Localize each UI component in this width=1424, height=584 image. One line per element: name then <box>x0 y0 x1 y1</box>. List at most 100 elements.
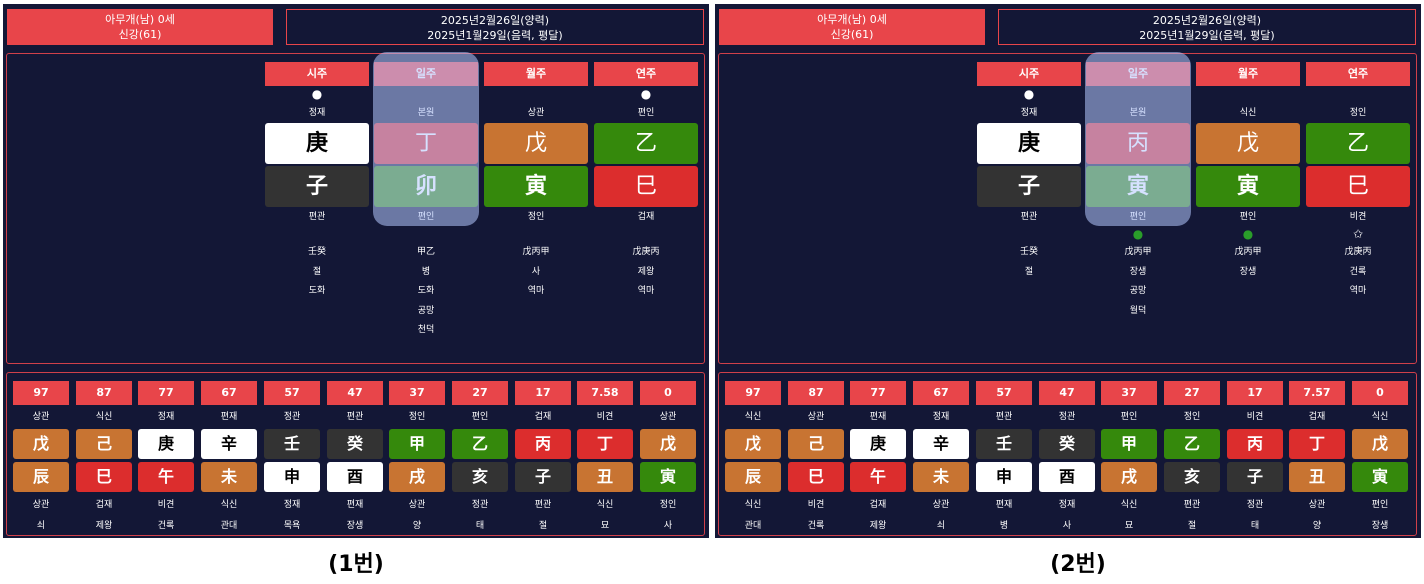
heavenly-stem[interactable]: 庚 <box>977 123 1081 164</box>
earthly-branch[interactable]: 寅 <box>484 166 588 207</box>
luck-stem[interactable]: 癸 <box>327 429 383 459</box>
luck-branch-god: 식신 <box>596 500 614 510</box>
heavenly-stem[interactable]: 庚 <box>265 123 369 164</box>
heavenly-stem[interactable]: 戊 <box>1196 123 1300 164</box>
pillar-header: 연주 <box>594 62 698 86</box>
luck-cycle-column[interactable]: 97 상관 戊辰 상관 쇠 <box>13 381 69 536</box>
luck-stem[interactable]: 丁 <box>577 429 633 459</box>
luck-cycle-column[interactable]: 57 편관 壬申 편재 병 <box>976 381 1032 536</box>
luck-branch[interactable]: 未 <box>201 462 257 492</box>
luck-stem[interactable]: 壬 <box>976 429 1032 459</box>
pillar-header: 월주 <box>1196 62 1300 86</box>
luck-stem[interactable]: 己 <box>76 429 132 459</box>
luck-cycle-column[interactable]: 87 식신 己巳 겁재 제왕 <box>76 381 132 536</box>
luck-branch[interactable]: 辰 <box>13 462 69 492</box>
luck-cycle-column[interactable]: 47 편관 癸酉 편재 장생 <box>327 381 383 536</box>
luck-cycle-column[interactable]: 67 편재 辛未 식신 관대 <box>201 381 257 536</box>
luck-cycle-column[interactable]: 37 편인 甲戌 식신 묘 <box>1101 381 1157 536</box>
luck-stem-god: 정재 <box>932 412 950 422</box>
luck-cycle-column[interactable]: 27 편인 乙亥 정관 태 <box>452 381 508 536</box>
luck-stem[interactable]: 辛 <box>201 429 257 459</box>
luck-branch[interactable]: 寅 <box>640 462 696 492</box>
luck-branch[interactable]: 午 <box>850 462 906 492</box>
luck-stem[interactable]: 乙 <box>452 429 508 459</box>
luck-cycle-column[interactable]: 0 상관 戊寅 정인 사 <box>640 381 696 536</box>
pillar-header: 시주 <box>977 62 1081 86</box>
luck-branch[interactable]: 亥 <box>1164 462 1220 492</box>
luck-stem[interactable]: 乙 <box>1164 429 1220 459</box>
luck-branch-god: 편재 <box>995 500 1013 510</box>
heavenly-stem[interactable]: 乙 <box>594 123 698 164</box>
pillar-column: 시주 ● 정재 庚子 편관 壬癸 절 <box>977 62 1081 282</box>
luck-branch[interactable]: 午 <box>138 462 194 492</box>
luck-cycle-column[interactable]: 37 정인 甲戌 상관 양 <box>389 381 445 536</box>
luck-cycle-column[interactable]: 77 편재 庚午 겁재 제왕 <box>850 381 906 536</box>
luck-age: 67 <box>913 381 969 405</box>
luck-cycle-column[interactable]: 47 정관 癸酉 정재 사 <box>1039 381 1095 536</box>
luck-stem[interactable]: 壬 <box>264 429 320 459</box>
luck-branch[interactable]: 未 <box>913 462 969 492</box>
luck-cycle-column[interactable]: 67 정재 辛未 상관 쇠 <box>913 381 969 536</box>
luck-stem[interactable]: 甲 <box>389 429 445 459</box>
luck-branch[interactable]: 丑 <box>577 462 633 492</box>
heavenly-stem[interactable]: 戊 <box>484 123 588 164</box>
luck-branch[interactable]: 子 <box>1227 462 1283 492</box>
luck-stem[interactable]: 庚 <box>138 429 194 459</box>
luck-stem[interactable]: 戊 <box>1352 429 1408 459</box>
luck-stem[interactable]: 戊 <box>13 429 69 459</box>
luck-stem[interactable]: 戊 <box>725 429 781 459</box>
luck-cycle-column[interactable]: 27 정인 乙亥 편관 절 <box>1164 381 1220 536</box>
luck-cycle-column[interactable]: 97 식신 戊辰 식신 관대 <box>725 381 781 536</box>
luck-cycle-column[interactable]: 57 정관 壬申 정재 목욕 <box>264 381 320 536</box>
luck-cycle-column[interactable]: 17 비견 丙子 정관 태 <box>1227 381 1283 536</box>
earthly-branch[interactable]: 寅 <box>1196 166 1300 207</box>
pillar-header: 연주 <box>1306 62 1410 86</box>
luck-branch[interactable]: 申 <box>976 462 1032 492</box>
luck-branch[interactable]: 寅 <box>1352 462 1408 492</box>
stem-ten-god: 편인 <box>637 108 655 118</box>
luck-branch[interactable]: 亥 <box>452 462 508 492</box>
luck-life-stage: 건록 <box>157 521 175 531</box>
date-header: 2025년2월26일(양력) 2025년1월29일(음력, 평달) <box>286 9 704 45</box>
luck-stem-god: 겁재 <box>534 412 552 422</box>
earthly-branch[interactable]: 巳 <box>594 166 698 207</box>
profile-header: 아무개(남) 0세 신강(61) <box>7 9 273 45</box>
luck-cycle-column[interactable]: 0 식신 戊寅 편인 장생 <box>1352 381 1408 536</box>
luck-age: 0 <box>1352 381 1408 405</box>
luck-branch[interactable]: 酉 <box>1039 462 1095 492</box>
luck-cycle-column[interactable]: 7.58 비견 丁丑 식신 묘 <box>577 381 633 536</box>
luck-stem[interactable]: 甲 <box>1101 429 1157 459</box>
pillar-marker: ● <box>640 87 652 101</box>
luck-branch[interactable]: 子 <box>515 462 571 492</box>
luck-branch[interactable]: 申 <box>264 462 320 492</box>
luck-life-stage: 태 <box>1250 521 1260 531</box>
earthly-branch[interactable]: 子 <box>265 166 369 207</box>
luck-stem[interactable]: 癸 <box>1039 429 1095 459</box>
earthly-branch[interactable]: 巳 <box>1306 166 1410 207</box>
luck-stem[interactable]: 己 <box>788 429 844 459</box>
luck-cycle-column[interactable]: 77 정재 庚午 비견 건록 <box>138 381 194 536</box>
luck-branch[interactable]: 丑 <box>1289 462 1345 492</box>
luck-branch[interactable]: 戌 <box>389 462 445 492</box>
luck-branch[interactable]: 巳 <box>76 462 132 492</box>
pillar-header: 월주 <box>484 62 588 86</box>
pillar-info-item: 도화 <box>417 286 435 296</box>
heavenly-stem[interactable]: 乙 <box>1306 123 1410 164</box>
luck-stem[interactable]: 丁 <box>1289 429 1345 459</box>
luck-stem[interactable]: 庚 <box>850 429 906 459</box>
luck-cycle-column[interactable]: 17 겁재 丙子 편관 절 <box>515 381 571 536</box>
pillar-info-item: 공망 <box>1129 286 1147 296</box>
luck-stem[interactable]: 丙 <box>515 429 571 459</box>
luck-branch[interactable]: 戌 <box>1101 462 1157 492</box>
luck-stem[interactable]: 丙 <box>1227 429 1283 459</box>
luck-branch[interactable]: 辰 <box>725 462 781 492</box>
luck-stem[interactable]: 戊 <box>640 429 696 459</box>
luck-age: 77 <box>850 381 906 405</box>
luck-cycle-column[interactable]: 87 상관 己巳 비견 건록 <box>788 381 844 536</box>
luck-branch[interactable]: 酉 <box>327 462 383 492</box>
earthly-branch[interactable]: 子 <box>977 166 1081 207</box>
luck-cycle-column[interactable]: 7.57 겁재 丁丑 상관 양 <box>1289 381 1345 536</box>
luck-branch[interactable]: 巳 <box>788 462 844 492</box>
luck-stem-god: 정인 <box>1183 412 1201 422</box>
luck-stem[interactable]: 辛 <box>913 429 969 459</box>
